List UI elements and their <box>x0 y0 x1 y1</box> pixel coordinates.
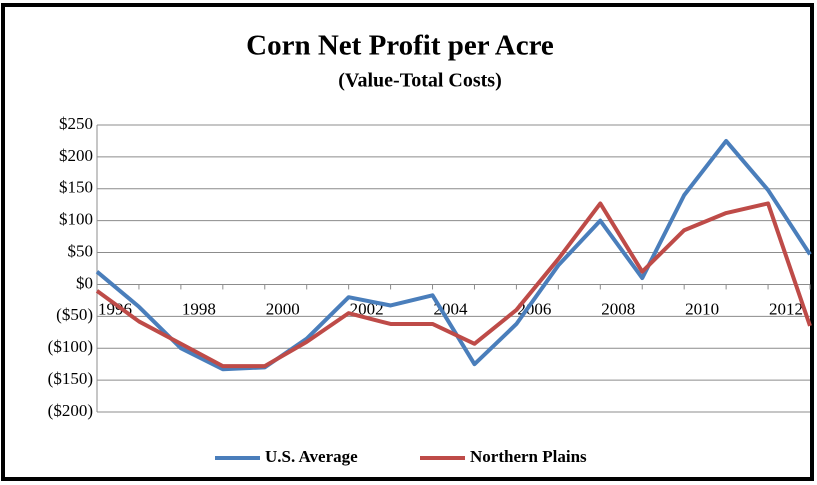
chart-frame <box>1 3 814 481</box>
x-tick-label: 2010 <box>685 299 719 318</box>
y-tick-label: ($50) <box>56 305 93 324</box>
x-tick-label: 2012 <box>769 299 803 318</box>
x-tick-label: 1998 <box>182 299 216 318</box>
series-line <box>95 138 812 372</box>
legend-label: Northern Plains <box>470 447 587 466</box>
x-tick-label: 2000 <box>266 299 300 318</box>
y-tick-label: $200 <box>59 146 93 165</box>
y-tick-label: ($200) <box>48 401 93 420</box>
y-tick-label: $0 <box>76 273 93 292</box>
x-tick-label: 2008 <box>601 299 635 318</box>
legend-label: U.S. Average <box>265 447 358 466</box>
series-line <box>95 201 812 369</box>
y-tick-label: $250 <box>59 114 93 133</box>
y-tick-label: $150 <box>59 178 93 197</box>
chart-subtitle: (Value-Total Costs) <box>338 70 502 92</box>
x-tick-label: 1996 <box>98 299 132 318</box>
y-tick-label: ($150) <box>48 369 93 388</box>
chart-title: Corn Net Profit per Acre <box>246 30 554 62</box>
y-tick-label: $50 <box>68 241 94 260</box>
y-tick-label: ($100) <box>48 337 93 356</box>
y-tick-label: $100 <box>59 210 93 229</box>
